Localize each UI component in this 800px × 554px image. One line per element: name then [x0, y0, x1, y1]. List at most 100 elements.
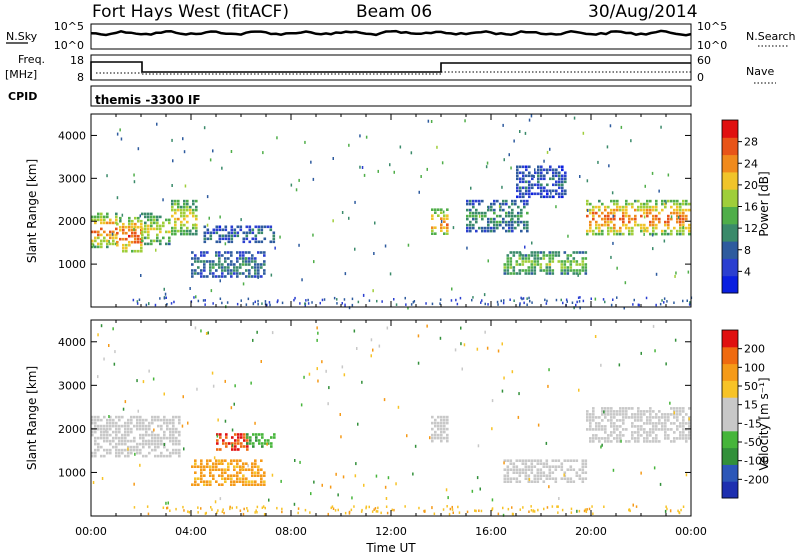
- heatmap-cell: [578, 477, 582, 480]
- speckle-cell: [181, 424, 184, 428]
- heatmap-cell: [121, 451, 124, 455]
- heatmap-cell: [168, 236, 171, 240]
- heatmap-cell: [506, 266, 510, 269]
- ground-scatter-cell: [380, 511, 382, 515]
- speckle-cell: [674, 338, 677, 342]
- heatmap-cell: [526, 199, 529, 203]
- heatmap-cell: [191, 257, 194, 260]
- heatmap-cell: [564, 180, 567, 184]
- heatmap-cell: [478, 226, 481, 230]
- power-heatmap-cells: [91, 165, 691, 278]
- speckle-cell: [266, 442, 268, 446]
- heatmap-cell: [649, 205, 652, 209]
- heatmap-cell: [248, 240, 252, 244]
- heatmap-cell: [218, 254, 221, 257]
- heatmap-cell: [555, 174, 558, 178]
- y-tick-label: 3000: [58, 379, 86, 392]
- heatmap-cell: [209, 266, 212, 269]
- heatmap-cell: [94, 454, 97, 458]
- heatmap-cell: [137, 237, 140, 241]
- heatmap-cell: [180, 211, 183, 215]
- heatmap-cell: [130, 451, 133, 455]
- heatmap-cell: [566, 272, 570, 275]
- heatmap-cell: [191, 275, 194, 278]
- speckle-cell: [501, 389, 504, 393]
- x-tick-label: 12:00: [375, 525, 407, 538]
- heatmap-cell: [115, 212, 118, 216]
- heatmap-cell: [165, 218, 168, 222]
- heatmap-cell: [685, 217, 688, 221]
- velocity-panel-background: [91, 320, 691, 516]
- heatmap-cell: [166, 454, 169, 458]
- heatmap-cell: [206, 231, 210, 235]
- speckle-cell: [206, 195, 209, 199]
- speckle-cell: [316, 326, 318, 330]
- heatmap-cell: [539, 474, 543, 477]
- heatmap-cell: [118, 415, 121, 419]
- heatmap-cell: [133, 445, 136, 449]
- speckle-cell: [491, 498, 494, 502]
- heatmap-cell: [139, 433, 142, 437]
- speckle-cell: [340, 435, 342, 439]
- heatmap-cell: [524, 477, 528, 480]
- speckle-cell: [503, 158, 505, 162]
- heatmap-cell: [490, 229, 493, 233]
- heatmap-cell: [685, 202, 688, 206]
- heatmap-cell: [103, 239, 106, 243]
- ground-scatter-cell: [425, 302, 427, 305]
- ground-scatter-cell: [578, 300, 581, 303]
- heatmap-cell: [667, 220, 670, 224]
- heatmap-cell: [212, 477, 215, 480]
- heatmap-cell: [548, 260, 552, 263]
- heatmap-cell: [103, 427, 106, 431]
- heatmap-cell: [157, 436, 160, 440]
- heatmap-cell: [566, 260, 570, 263]
- speckle-cell: [121, 213, 124, 217]
- heatmap-cell: [178, 433, 181, 437]
- heatmap-cell: [227, 257, 230, 260]
- heatmap-cell: [613, 217, 616, 221]
- heatmap-cell: [598, 440, 601, 443]
- heatmap-cell: [673, 437, 676, 440]
- heatmap-cell: [688, 422, 691, 425]
- heatmap-cell: [242, 260, 245, 263]
- heatmap-cell: [142, 418, 145, 422]
- heatmap-cell: [628, 202, 631, 206]
- heatmap-cell: [109, 233, 112, 237]
- heatmap-cell: [655, 199, 658, 203]
- heatmap-cell: [484, 226, 487, 230]
- ground-scatter-cell: [663, 297, 666, 300]
- speckle-cell: [651, 233, 654, 237]
- heatmap-cell: [481, 214, 484, 218]
- heatmap-cell: [192, 208, 195, 212]
- speckle-cell: [612, 468, 615, 472]
- speckle-cell: [212, 384, 215, 388]
- heatmap-cell: [592, 208, 595, 212]
- heatmap-cell: [598, 232, 601, 236]
- heatmap-cell: [540, 195, 543, 199]
- heatmap-cell: [586, 410, 589, 413]
- heatmap-cell: [664, 422, 667, 425]
- heatmap-cell: [153, 221, 156, 225]
- speckle-cell: [426, 167, 428, 171]
- ground-scatter-cell: [459, 296, 462, 300]
- heatmap-cell: [166, 448, 169, 452]
- heatmap-cell: [676, 208, 679, 212]
- speckle-cell: [335, 472, 337, 476]
- speckle-cell: [224, 419, 227, 423]
- ground-scatter-cell: [511, 512, 514, 516]
- heatmap-cell: [536, 477, 540, 480]
- heatmap-cell: [233, 266, 236, 269]
- heatmap-cell: [221, 237, 225, 241]
- speckle-cell: [92, 243, 95, 247]
- heatmap-cell: [151, 415, 154, 419]
- ground-scatter-cell: [456, 302, 459, 306]
- heatmap-cell: [195, 223, 198, 227]
- heatmap-cell: [215, 462, 218, 465]
- speckle-cell: [503, 461, 505, 465]
- heatmap-cell: [145, 430, 148, 434]
- heatmap-cell: [598, 226, 601, 230]
- heatmap-cell: [536, 480, 540, 483]
- speckle-cell: [524, 245, 526, 249]
- heatmap-cell: [560, 465, 564, 468]
